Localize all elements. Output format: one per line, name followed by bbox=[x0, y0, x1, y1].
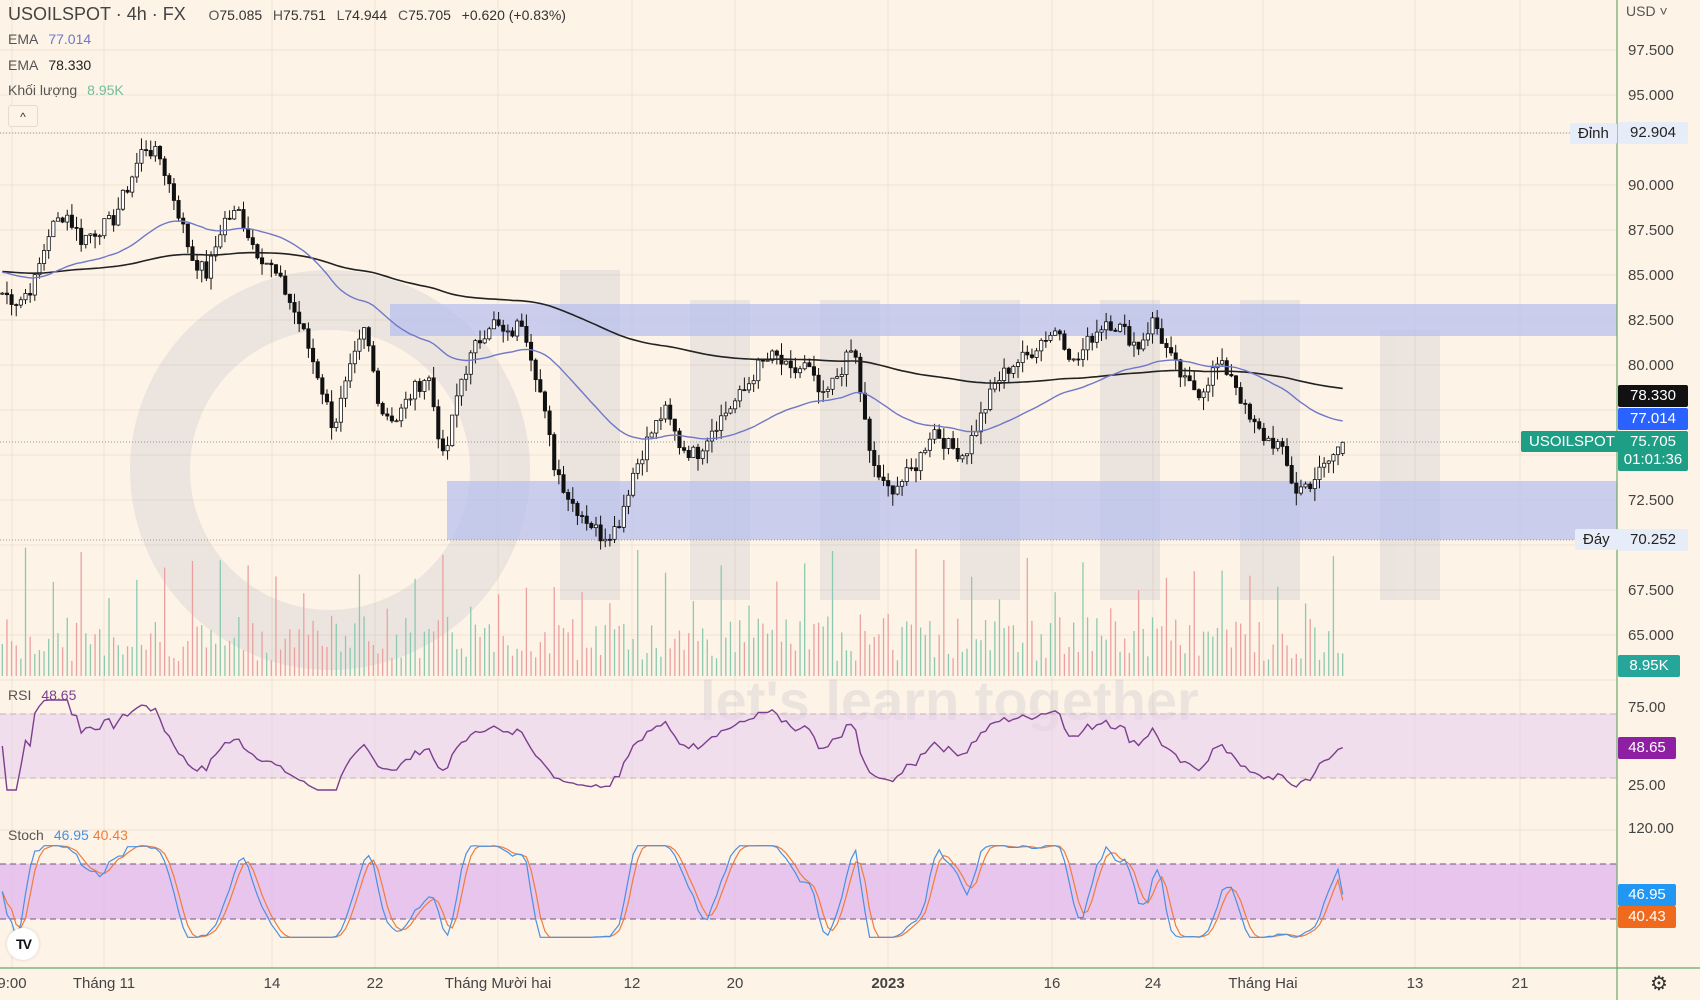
stoch-k-line bbox=[1, 845, 1344, 940]
high-price-tag: 92.904 bbox=[1618, 122, 1688, 144]
chevron-up-icon: ^ bbox=[20, 110, 26, 124]
time-label: 9:00 bbox=[0, 975, 27, 992]
stoch-tick: 120.00 bbox=[1628, 820, 1674, 837]
low-value: 74.944 bbox=[344, 7, 388, 23]
time-label: Tháng 11 bbox=[72, 975, 136, 992]
symbol-price-tag: USOILSPOT bbox=[1521, 431, 1623, 452]
stoch-k-value: 46.95 bbox=[53, 827, 89, 843]
time-label: Tháng Mười hai bbox=[444, 975, 552, 992]
price-tick: 85.000 bbox=[1628, 267, 1674, 284]
time-label: 24 bbox=[1144, 975, 1162, 992]
volume-value: 8.95K bbox=[87, 82, 124, 98]
rsi-value: 48.65 bbox=[41, 687, 77, 703]
price-tick: 87.500 bbox=[1628, 222, 1674, 239]
price-tick: 72.500 bbox=[1628, 492, 1674, 509]
price-tick: 97.500 bbox=[1628, 42, 1674, 59]
ema50-value: 77.014 bbox=[48, 31, 92, 47]
candlesticks bbox=[0, 138, 1345, 550]
ema200-price-tag: 78.330 bbox=[1618, 385, 1688, 407]
time-label: 16 bbox=[1043, 975, 1061, 992]
tradingview-logo[interactable]: TV bbox=[7, 928, 39, 960]
open-value: 75.085 bbox=[219, 7, 263, 23]
rsi-tag: 48.65 bbox=[1618, 737, 1676, 759]
price-tick: 90.000 bbox=[1628, 177, 1674, 194]
stoch-d-tag: 40.43 bbox=[1618, 906, 1676, 928]
ema50-legend[interactable]: EMA 77.014 bbox=[8, 31, 92, 47]
volume-bars bbox=[1, 547, 1344, 676]
low-price-tag: 70.252 bbox=[1618, 529, 1688, 551]
bar-countdown: 01:01:36 bbox=[1623, 451, 1683, 468]
currency-selector[interactable]: USD ˅ bbox=[1626, 3, 1668, 19]
time-label: 22 bbox=[366, 975, 384, 992]
high-value: 75.751 bbox=[283, 7, 326, 23]
price-tick: 80.000 bbox=[1628, 357, 1674, 374]
change-value: +0.620 (+0.83%) bbox=[461, 7, 566, 23]
volume-legend[interactable]: Khối lượng 8.95K bbox=[8, 82, 124, 98]
ema200-legend[interactable]: EMA 78.330 bbox=[8, 57, 92, 73]
rsi-line bbox=[1, 699, 1343, 791]
support-zone[interactable] bbox=[447, 481, 1617, 540]
rsi-legend[interactable]: RSI 48.65 bbox=[8, 687, 77, 703]
time-label: 12 bbox=[623, 975, 641, 992]
settings-gear-icon[interactable]: ⚙ bbox=[1650, 973, 1668, 995]
price-tick: 65.000 bbox=[1628, 627, 1674, 644]
last-price: 75.705 bbox=[1630, 433, 1676, 450]
low-label: Đáy bbox=[1575, 529, 1618, 550]
price-tick: 95.000 bbox=[1628, 87, 1674, 104]
stoch-d-line bbox=[1, 845, 1344, 938]
price-tick: 67.500 bbox=[1628, 582, 1674, 599]
price-tick: 82.500 bbox=[1628, 312, 1674, 329]
ema200-value: 78.330 bbox=[48, 57, 92, 73]
close-value: 75.705 bbox=[408, 7, 451, 23]
rsi-band bbox=[0, 714, 1617, 778]
stoch-band bbox=[0, 864, 1617, 919]
resistance-zone[interactable] bbox=[390, 304, 1617, 336]
rsi-tick: 25.00 bbox=[1628, 777, 1666, 794]
time-label: Tháng Hai bbox=[1228, 975, 1298, 992]
rsi-tick: 75.00 bbox=[1628, 699, 1666, 716]
volume-tag: 8.95K bbox=[1618, 655, 1680, 677]
ema50-price-tag: 77.014 bbox=[1618, 408, 1688, 430]
stoch-d-value: 40.43 bbox=[92, 827, 128, 843]
collapse-legend-button[interactable]: ^ bbox=[8, 105, 38, 127]
symbol-header: USOILSPOT · 4h · FX O75.085 H75.751 L74.… bbox=[8, 4, 566, 24]
time-label: 13 bbox=[1406, 975, 1424, 992]
stoch-legend[interactable]: Stoch 46.95 40.43 bbox=[8, 827, 128, 843]
time-label: 20 bbox=[726, 975, 744, 992]
time-label-year: 2023 bbox=[871, 975, 905, 992]
stoch-k-tag: 46.95 bbox=[1618, 884, 1676, 906]
time-label: 21 bbox=[1511, 975, 1529, 992]
ema200-line bbox=[2, 251, 1343, 390]
last-price-tag: 75.705 01:01:36 bbox=[1618, 431, 1688, 471]
time-label: 14 bbox=[263, 975, 281, 992]
symbol-title[interactable]: USOILSPOT · 4h · FX bbox=[8, 4, 186, 24]
ema50-line bbox=[2, 220, 1343, 440]
high-label: Đỉnh bbox=[1570, 123, 1617, 144]
